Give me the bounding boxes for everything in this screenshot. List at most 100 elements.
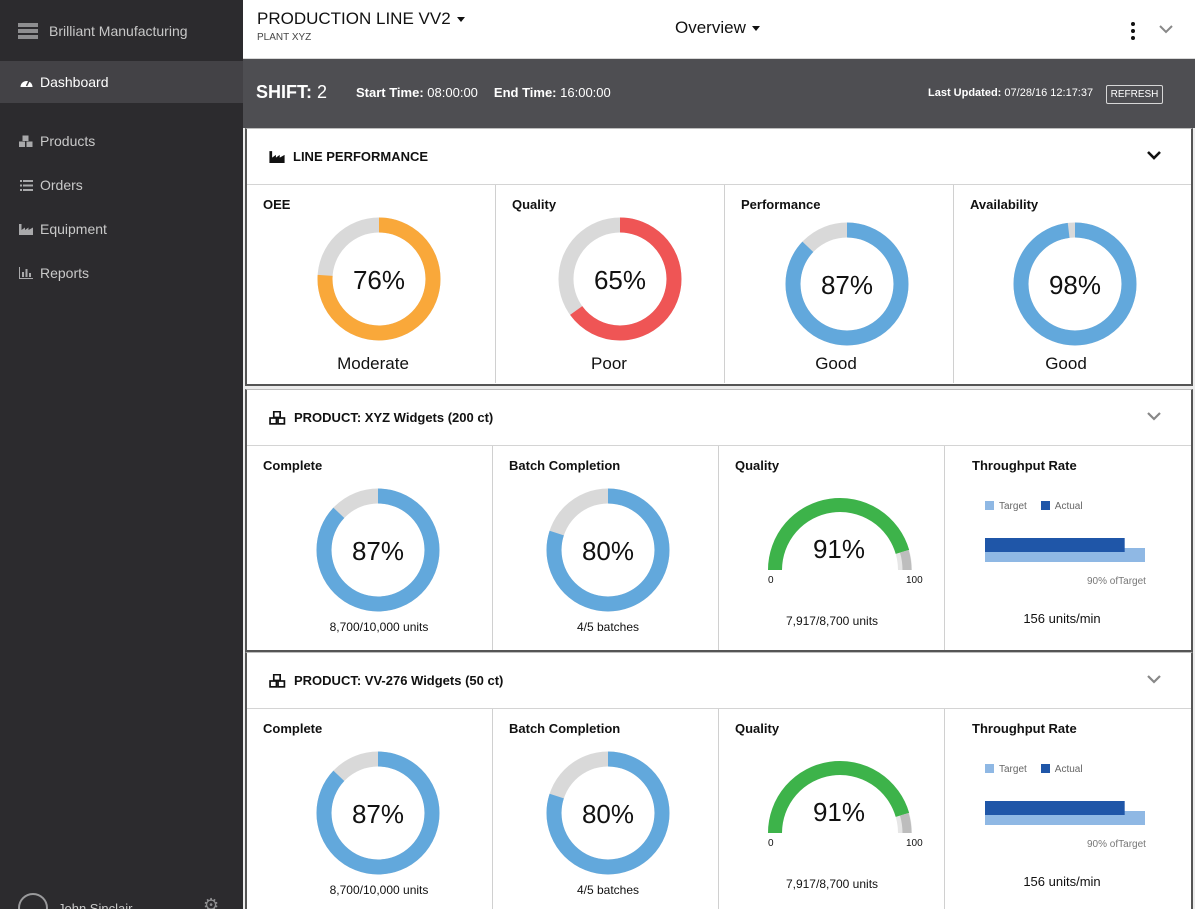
gauge-value: 91%: [812, 797, 866, 827]
throughput-cell: Throughput Rate Target Actual 90% ofTarg…: [945, 709, 1191, 909]
user-menu[interactable]: John Sinclair ⚙: [18, 893, 219, 909]
metric-rating: Poor: [591, 354, 627, 373]
bar-note: 90% ofTarget: [1087, 576, 1146, 587]
donut-arc: [317, 217, 441, 341]
product-panel: PRODUCT: XYZ Widgets (200 ct) Complete 8…: [245, 389, 1193, 652]
panel-title: PRODUCT: XYZ Widgets (200 ct): [294, 410, 494, 425]
chevron-down-icon[interactable]: [1159, 21, 1173, 37]
cell-value: 87%: [351, 799, 405, 829]
chevron-down-icon[interactable]: [1147, 408, 1161, 425]
cell-title: Quality: [735, 721, 780, 736]
donut-arc: [1013, 222, 1137, 346]
cell-sub: 7,917/8,700 units: [785, 614, 879, 628]
cell-sub: 7,917/8,700 units: [785, 877, 879, 891]
batch-completion-cell: Batch Completion 80% 4/5 batches: [493, 709, 719, 909]
cell-title: Quality: [735, 458, 780, 473]
start-time-label: Start Time:: [356, 85, 424, 100]
actual-bar: [985, 801, 1125, 815]
metric-quality: Quality 65% Poor: [496, 185, 725, 383]
throughput-rate: 156 units/min: [1023, 874, 1101, 889]
sidebar-item-label: Reports: [40, 265, 90, 281]
line-selector[interactable]: PRODUCTION LINE VV2: [257, 9, 465, 29]
sidebar-item-reports[interactable]: Reports: [0, 251, 243, 295]
cell-title: Batch Completion: [509, 721, 621, 736]
factory-icon: [269, 150, 285, 163]
line-title: PRODUCTION LINE VV2: [257, 9, 451, 28]
gear-icon[interactable]: ⚙: [203, 895, 220, 909]
sidebar: Brilliant Manufacturing Dashboard Produc…: [0, 0, 243, 909]
metric-availability: Availability 98% Good: [954, 185, 1191, 383]
refresh-button[interactable]: REFRESH: [1106, 85, 1163, 104]
sidebar-item-equipment[interactable]: Equipment: [0, 207, 243, 251]
avatar[interactable]: [18, 893, 48, 909]
metric-title: Quality: [512, 197, 557, 212]
shift-label: SHIFT:: [256, 82, 312, 102]
batch-completion-cell: Batch Completion 80% 4/5 batches: [493, 446, 719, 650]
legend-target: Target: [985, 501, 1027, 512]
sidebar-item-label: Orders: [40, 177, 83, 193]
metric-value: 65%: [593, 265, 647, 295]
sidebar-item-label: Dashboard: [40, 74, 109, 90]
metric-title: Performance: [741, 197, 821, 212]
gauge-max: 100: [906, 575, 923, 586]
metric-value: 87%: [820, 270, 874, 300]
product-panel: PRODUCT: VV-276 Widgets (50 ct) Complete…: [245, 652, 1193, 909]
chevron-down-icon[interactable]: [1147, 671, 1161, 688]
last-updated: Last Updated: 07/28/16 12:17:37: [928, 87, 1093, 99]
metric-title: OEE: [263, 197, 291, 212]
donut-chart: [785, 222, 909, 346]
user-name: John Sinclair: [58, 900, 133, 909]
chevron-down-icon[interactable]: [1147, 147, 1161, 164]
donut-chart: [546, 751, 670, 875]
actual-bar: [985, 538, 1125, 552]
end-time: End Time: 16:00:00: [494, 85, 611, 100]
legend-actual: Actual: [1040, 764, 1083, 775]
donut-chart: [317, 217, 441, 341]
donut-arc: [546, 751, 670, 875]
end-time-value: 16:00:00: [560, 85, 611, 100]
sidebar-item-label: Equipment: [40, 221, 107, 237]
legend-actual-label: Actual: [1054, 764, 1083, 775]
panel-header[interactable]: PRODUCT: VV-276 Widgets (50 ct): [247, 653, 1191, 709]
sidebar-item-dashboard[interactable]: Dashboard: [0, 61, 243, 103]
brand[interactable]: Brilliant Manufacturing: [0, 0, 243, 61]
cubes-icon: [269, 673, 286, 688]
quality-gauge-cell: Quality 91% 0 100 7,917/8,700 units: [719, 446, 945, 650]
donut-arc: [316, 751, 440, 875]
dashboard-icon: [18, 77, 34, 88]
gauge-fill: [768, 498, 910, 571]
donut-arc: [785, 222, 909, 346]
start-time-value: 08:00:00: [427, 85, 478, 100]
caret-down-icon: [456, 16, 465, 22]
quality-gauge-cell: Quality 91% 0 100 7,917/8,700 units: [719, 709, 945, 909]
panel-header[interactable]: LINE PERFORMANCE: [247, 129, 1191, 185]
cell-sub: 8,700/10,000 units: [329, 620, 429, 634]
cubes-icon: [18, 135, 34, 148]
view-label: Overview: [675, 18, 746, 37]
gauge-remainder: [899, 813, 912, 834]
legend-actual-label: Actual: [1054, 501, 1083, 512]
complete-cell: Complete 87% 8,700/10,000 units: [247, 446, 493, 650]
metric-rating: Good: [815, 354, 857, 373]
gauge-fill: [768, 761, 910, 834]
plant-name: PLANT XYZ: [257, 32, 312, 43]
sidebar-item-label: Products: [40, 133, 96, 149]
cell-sub: 4/5 batches: [576, 620, 640, 634]
menu-icon[interactable]: [18, 22, 38, 39]
sidebar-item-orders[interactable]: Orders: [0, 163, 243, 207]
shift-info: SHIFT: 2: [256, 82, 327, 103]
donut-arc: [558, 217, 682, 341]
gauge-chart: [768, 498, 912, 571]
bar-chart-icon: [18, 267, 34, 279]
legend-target: Target: [985, 764, 1027, 775]
view-selector[interactable]: Overview: [675, 18, 760, 38]
throughput-bar-chart: [985, 801, 1145, 825]
bar-legend: Target Actual: [985, 764, 1083, 775]
more-options-icon[interactable]: [1131, 22, 1135, 40]
panel-header[interactable]: PRODUCT: XYZ Widgets (200 ct): [247, 390, 1191, 446]
sidebar-item-products[interactable]: Products: [0, 119, 243, 163]
cell-value: 80%: [581, 536, 635, 566]
caret-down-icon: [751, 25, 760, 31]
donut-chart: [316, 488, 440, 612]
complete-cell: Complete 87% 8,700/10,000 units: [247, 709, 493, 909]
